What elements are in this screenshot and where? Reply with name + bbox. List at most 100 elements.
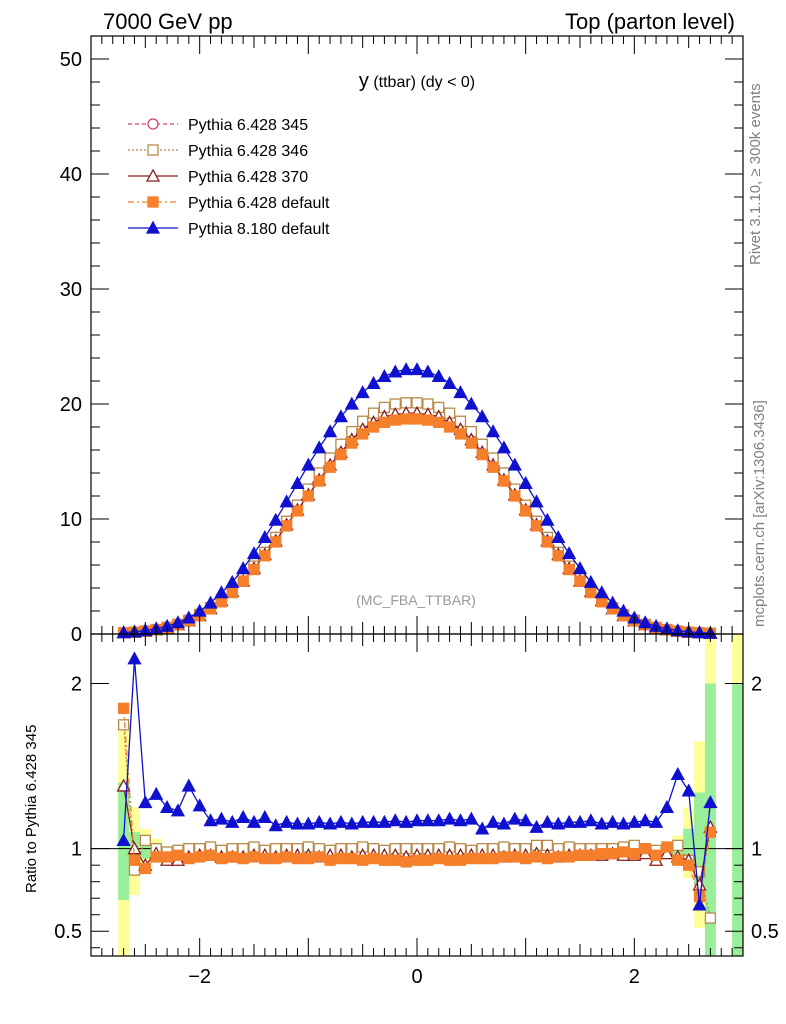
data-point (246, 546, 262, 560)
ratio-point (661, 841, 673, 853)
data-point (443, 421, 456, 433)
data-point (291, 505, 304, 517)
ratio-point (670, 767, 685, 781)
data-point (605, 595, 620, 609)
uncertainty-band (704, 683, 716, 956)
data-point (551, 530, 566, 544)
ratio-point (638, 813, 653, 827)
ratio-point (127, 651, 142, 665)
uncertainty-band (732, 683, 743, 956)
ratio-point (704, 826, 717, 838)
data-point (498, 475, 510, 487)
ratio-point (117, 719, 130, 731)
ratio-point (409, 813, 425, 827)
legend-marker (145, 168, 161, 182)
ratio-point (627, 814, 642, 828)
ratio-series-pythia-8-180-default (116, 651, 718, 911)
data-point (400, 413, 412, 425)
ratio-point (377, 814, 392, 828)
ratio-point (389, 854, 401, 866)
uncertainty-bands (118, 634, 743, 956)
ratio-y-tick-label: 0.5 (54, 921, 82, 943)
ratio-y-tick-label: 1 (71, 839, 82, 861)
data-point (301, 457, 316, 471)
data-point (214, 585, 229, 599)
ratio-point (681, 783, 696, 797)
data-point (355, 385, 370, 399)
data-point (388, 364, 403, 378)
ratio-point (248, 851, 260, 863)
data-point (485, 424, 501, 438)
ratio-point (596, 847, 608, 860)
legend-label: Pythia 6.428 370 (188, 169, 308, 186)
data-point (433, 416, 445, 429)
data-point (465, 437, 477, 449)
ratio-point (585, 849, 597, 861)
legend-entry: Pythia 6.428 370 (128, 168, 308, 186)
data-point (257, 530, 272, 544)
data-point (496, 440, 512, 454)
data-point (530, 520, 543, 532)
ratio-point (420, 813, 435, 827)
tick-labels: 0 10 20 30 40 50 −2 0 2 0.5 0.5 1 1 2 2 (54, 49, 779, 988)
data-point (422, 414, 434, 426)
ratio-point (159, 800, 175, 814)
y-tick-label: 0 (71, 624, 82, 646)
data-point (442, 375, 457, 389)
data-point (572, 561, 588, 575)
ratio-line (122, 708, 712, 897)
ratio-point (574, 849, 586, 861)
ratio-point (464, 811, 479, 825)
ratio-point (529, 819, 544, 833)
ratio-point (530, 851, 543, 863)
ratio-plot-frame (90, 633, 744, 957)
ratio-point (139, 834, 151, 847)
data-point (409, 362, 425, 376)
ratio-point (704, 912, 717, 924)
ratio-point (279, 814, 294, 828)
ratio-point (431, 813, 446, 827)
ratio-point (388, 813, 403, 827)
ratio-y-tick-label-right: 1 (751, 839, 762, 861)
ratio-point (259, 852, 271, 865)
data-point (563, 563, 575, 576)
data-point (313, 475, 325, 487)
data-point (574, 575, 586, 587)
ratio-point (703, 795, 718, 809)
data-point (324, 461, 336, 473)
ratio-point (226, 851, 238, 863)
data-point (335, 448, 347, 461)
ratio-point (280, 851, 293, 863)
data-point (509, 490, 521, 502)
header-left: 7000 GeV pp (103, 9, 233, 34)
ratio-point (236, 809, 251, 823)
y-tick-label: 40 (60, 164, 82, 186)
ratio-point (520, 852, 532, 865)
data-point (585, 586, 597, 599)
ratio-point (302, 852, 314, 865)
data-point (215, 596, 228, 608)
data-point (552, 550, 564, 562)
ratio-point (563, 851, 575, 863)
ratio-point (606, 847, 619, 860)
data-point (312, 440, 327, 454)
data-point (507, 457, 522, 471)
y-tick-label: 30 (60, 279, 82, 301)
data-point (596, 596, 608, 608)
ratio-point (324, 854, 336, 866)
mcplots-label: mcplots.cern.ch [arXiv:1306.3436] (751, 400, 768, 627)
ratio-point (476, 852, 488, 865)
legend-entry: Pythia 8.180 default (128, 220, 330, 238)
ratio-point (552, 851, 564, 863)
ratio-point (357, 854, 369, 866)
ratio-point (453, 813, 468, 827)
uncertainty-band (683, 828, 695, 866)
data-point (562, 546, 577, 560)
ratio-point (485, 814, 501, 828)
plot-title-sub: (ttbar) (dy < 0) (369, 74, 475, 91)
data-point (476, 448, 488, 461)
ratio-point (433, 852, 445, 865)
ratio-point (203, 813, 218, 827)
data-point (344, 396, 359, 410)
ratio-point (194, 851, 206, 863)
